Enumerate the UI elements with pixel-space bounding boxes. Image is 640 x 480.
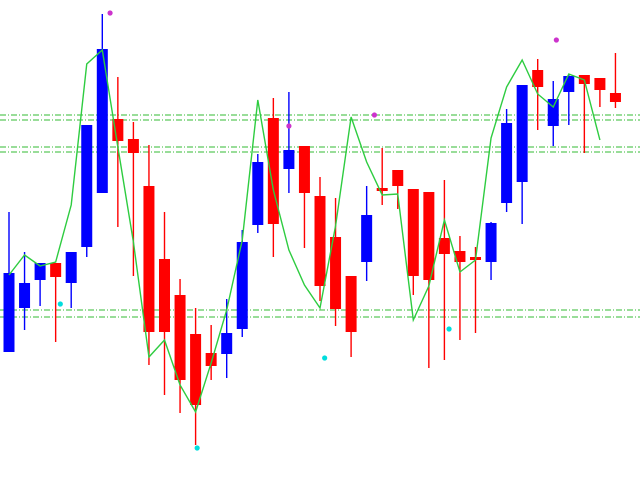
- candle-body-6: [81, 125, 93, 247]
- candle-body-22: [330, 237, 342, 309]
- signal-marker-2: [57, 301, 63, 307]
- candle-body-9: [127, 139, 139, 153]
- candle-body-30: [454, 251, 466, 262]
- candle-body-16: [236, 242, 248, 329]
- candle-body-23: [345, 276, 357, 332]
- candle-body-19: [283, 150, 295, 169]
- candle-body-34: [516, 85, 528, 182]
- candle-body-35: [532, 70, 544, 87]
- candle-body-7: [96, 49, 108, 193]
- candle-body-26: [392, 170, 404, 186]
- candle-body-28: [423, 192, 435, 280]
- candle-body-39: [594, 78, 606, 90]
- candle-body-3: [34, 263, 46, 280]
- signal-marker-8: [553, 37, 559, 43]
- candle-body-5: [65, 252, 77, 283]
- candle-body-11: [159, 259, 170, 332]
- candle-body-12: [174, 295, 186, 380]
- signal-marker-5: [371, 112, 378, 118]
- candle-body-24: [361, 215, 373, 262]
- candle-body-8: [112, 119, 124, 141]
- candle-body-13: [190, 334, 202, 405]
- candle-body-27: [407, 189, 419, 276]
- candle-body-10: [143, 186, 155, 332]
- signal-marker-4: [322, 355, 328, 361]
- candle-body-15: [221, 333, 233, 354]
- signal-marker-3: [286, 123, 292, 129]
- candle-body-1: [3, 273, 15, 352]
- candle-body-14: [205, 353, 217, 366]
- candle-body-29: [438, 238, 450, 254]
- candle-body-32: [485, 223, 497, 262]
- candle-body-21: [314, 196, 326, 286]
- candle-body-37: [563, 76, 575, 92]
- signal-marker-6: [194, 445, 200, 451]
- candle-body-17: [252, 162, 264, 225]
- signal-marker-7: [446, 326, 452, 332]
- candle-body-20: [298, 146, 310, 193]
- zigzag-line: [8, 48, 601, 414]
- candle-body-18: [267, 118, 279, 224]
- signal-marker-1: [107, 10, 113, 16]
- candle-body-25: [376, 188, 388, 191]
- candle-body-4: [50, 263, 62, 277]
- candle-body-36: [547, 99, 559, 126]
- candle-body-33: [501, 123, 513, 203]
- candle-body-40: [609, 93, 621, 102]
- candle-body-2: [19, 283, 31, 308]
